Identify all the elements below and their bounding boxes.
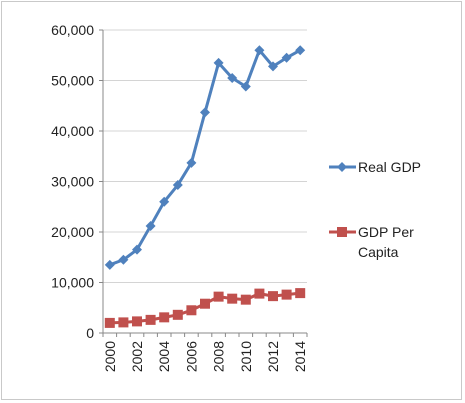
data-point [186, 157, 197, 168]
y-tick-label: 40,000 [51, 123, 94, 139]
y-tick-label: 30,000 [51, 174, 94, 190]
data-point [200, 298, 210, 309]
y-tick-label: 50,000 [51, 73, 94, 89]
data-point [254, 288, 265, 299]
data-point [104, 259, 115, 270]
axes [99, 29, 308, 337]
y-tick-label: 20,000 [51, 224, 94, 240]
data-point [172, 309, 183, 320]
data-point [281, 52, 292, 63]
gridlines [103, 29, 307, 283]
x-tick-label: 2010 [238, 341, 254, 372]
x-tick-label: 2014 [292, 341, 308, 372]
data-point [104, 317, 115, 328]
data-point [159, 196, 170, 207]
data-point [281, 289, 292, 300]
legend-marker [337, 227, 347, 237]
data-point [159, 312, 170, 323]
series-line-1 [109, 48, 301, 267]
data-point [145, 220, 156, 231]
data-point [240, 294, 251, 305]
x-tick-label: 2006 [183, 341, 199, 372]
data-point [268, 291, 278, 302]
y-axis-ticks: 0 10,000 20,000 30,000 40,000 50,000 60,000 [51, 22, 94, 341]
x-axis-ticks: 2000 2002 2004 2006 2008 2010 2012 2014 [102, 341, 308, 372]
data-point [118, 317, 129, 328]
data-point [213, 57, 224, 68]
series-group [104, 45, 306, 328]
y-tick-label: 0 [86, 325, 94, 341]
data-point [213, 291, 224, 302]
x-tick-label: 2004 [156, 341, 172, 372]
data-point [145, 314, 156, 325]
data-point [200, 107, 210, 118]
y-tick-label: 60,000 [51, 22, 94, 38]
data-point [227, 293, 238, 304]
data-point [132, 316, 142, 327]
x-tick-label: 2012 [265, 341, 281, 372]
data-point [295, 288, 306, 299]
legend-label: GDP Per Capita [358, 224, 414, 260]
legend: Real GDP GDP Per Capita [329, 159, 421, 260]
y-tick-label: 10,000 [51, 275, 94, 291]
data-point [118, 254, 129, 265]
data-point [186, 305, 197, 316]
legend-marker [337, 162, 347, 172]
legend-label-line: GDP Per [358, 224, 414, 240]
data-point [295, 45, 306, 56]
legend-label-line: Capita [358, 244, 399, 260]
data-point [240, 81, 251, 92]
legend-label: Real GDP [358, 159, 421, 175]
data-point [254, 45, 265, 56]
x-tick-label: 2008 [211, 341, 227, 372]
legend-label-line: Real GDP [358, 159, 421, 175]
data-point [268, 61, 278, 72]
data-point [172, 180, 183, 191]
x-tick-label: 2002 [129, 341, 145, 372]
data-point [227, 72, 238, 83]
data-point [132, 244, 142, 255]
x-tick-label: 2000 [102, 341, 118, 372]
